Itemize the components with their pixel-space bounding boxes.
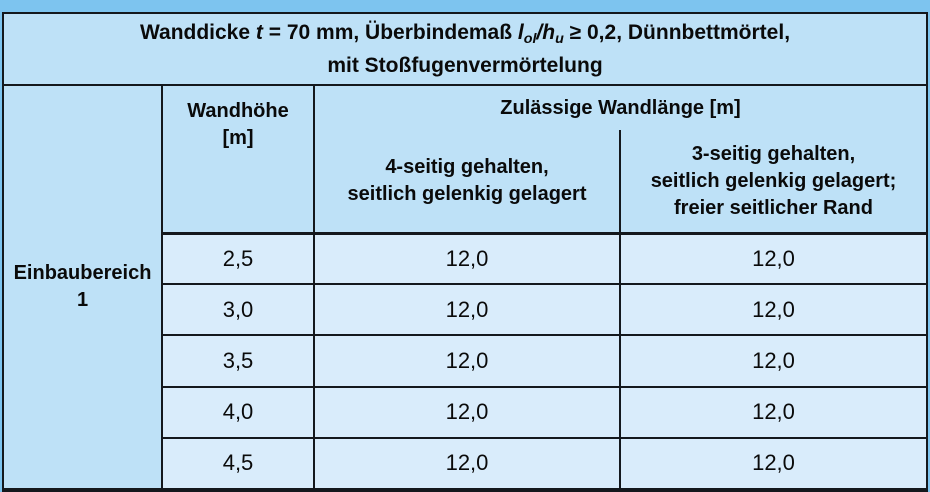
subscript-ol: ol	[523, 30, 537, 47]
variable-t: t	[255, 20, 263, 44]
variable-l-ol: l	[517, 20, 524, 44]
row-header-line1: Einbaubereich	[13, 262, 152, 284]
cell-4seitig-row3: 12,0	[313, 334, 619, 386]
row-header-einbaubereich: Einbaubereich 1	[4, 84, 161, 488]
cell-wandhoehe-row5: 4,5	[161, 436, 313, 488]
4seitig-line2: seitlich gelenkig gelagert	[347, 183, 587, 205]
cell-3seitig-row1: 12,0	[619, 232, 926, 284]
cell-4seitig-row2: 12,0	[313, 283, 619, 335]
cell-3seitig-row3: 12,0	[619, 334, 926, 386]
cell-4seitig-row5: 12,0	[313, 436, 619, 488]
row-header-line2: 1	[76, 289, 89, 311]
title-text: = 70 mm, Überbindemaß	[262, 20, 518, 44]
variable-h-u: h	[542, 20, 556, 44]
4seitig-line1: 4-seitig gehalten,	[385, 156, 549, 178]
column-header-wandhoehe: Wandhöhe [m]	[161, 84, 313, 232]
cell-wandhoehe-row4: 4,0	[161, 385, 313, 437]
title-text: Wanddicke	[139, 20, 256, 44]
wandhoehe-unit: [m]	[222, 127, 254, 149]
table-title-line2: mit Stoßfugenvermörtelung	[327, 54, 603, 78]
cell-3seitig-row4: 12,0	[619, 385, 926, 437]
wandhoehe-label: Wandhöhe	[187, 100, 289, 122]
wall-length-table: Wanddicke t = 70 mm, Überbindemaß lol/hu…	[2, 12, 928, 492]
3seitig-line1: 3-seitig gehalten,	[691, 142, 856, 165]
fraction-slash: /	[536, 20, 543, 44]
cell-wandhoehe-row1: 2,5	[161, 232, 313, 284]
cell-4seitig-row1: 12,0	[313, 232, 619, 284]
cell-3seitig-row5: 12,0	[619, 436, 926, 488]
column-header-3seitig: 3-seitig gehalten, seitlich gelenkig gel…	[619, 130, 926, 232]
3seitig-line3: freier seitlicher Rand	[674, 196, 873, 219]
subscript-u: u	[555, 30, 564, 47]
column-header-4seitig: 4-seitig gehalten, seitlich gelenkig gel…	[313, 130, 619, 232]
cell-wandhoehe-row2: 3,0	[161, 283, 313, 335]
cell-wandhoehe-row3: 3,5	[161, 334, 313, 386]
table-title-line1: Wanddicke t = 70 mm, Überbindemaß lol/hu…	[140, 19, 790, 53]
column-header-wandlaenge: Zulässige Wandlänge [m]	[313, 84, 926, 130]
title-text: ≥ 0,2, Dünnbettmörtel,	[563, 20, 791, 44]
cell-4seitig-row4: 12,0	[313, 385, 619, 437]
table-title: Wanddicke t = 70 mm, Überbindemaß lol/hu…	[4, 14, 926, 84]
cell-3seitig-row2: 12,0	[619, 283, 926, 335]
3seitig-line2: seitlich gelenkig gelagert;	[650, 169, 897, 192]
